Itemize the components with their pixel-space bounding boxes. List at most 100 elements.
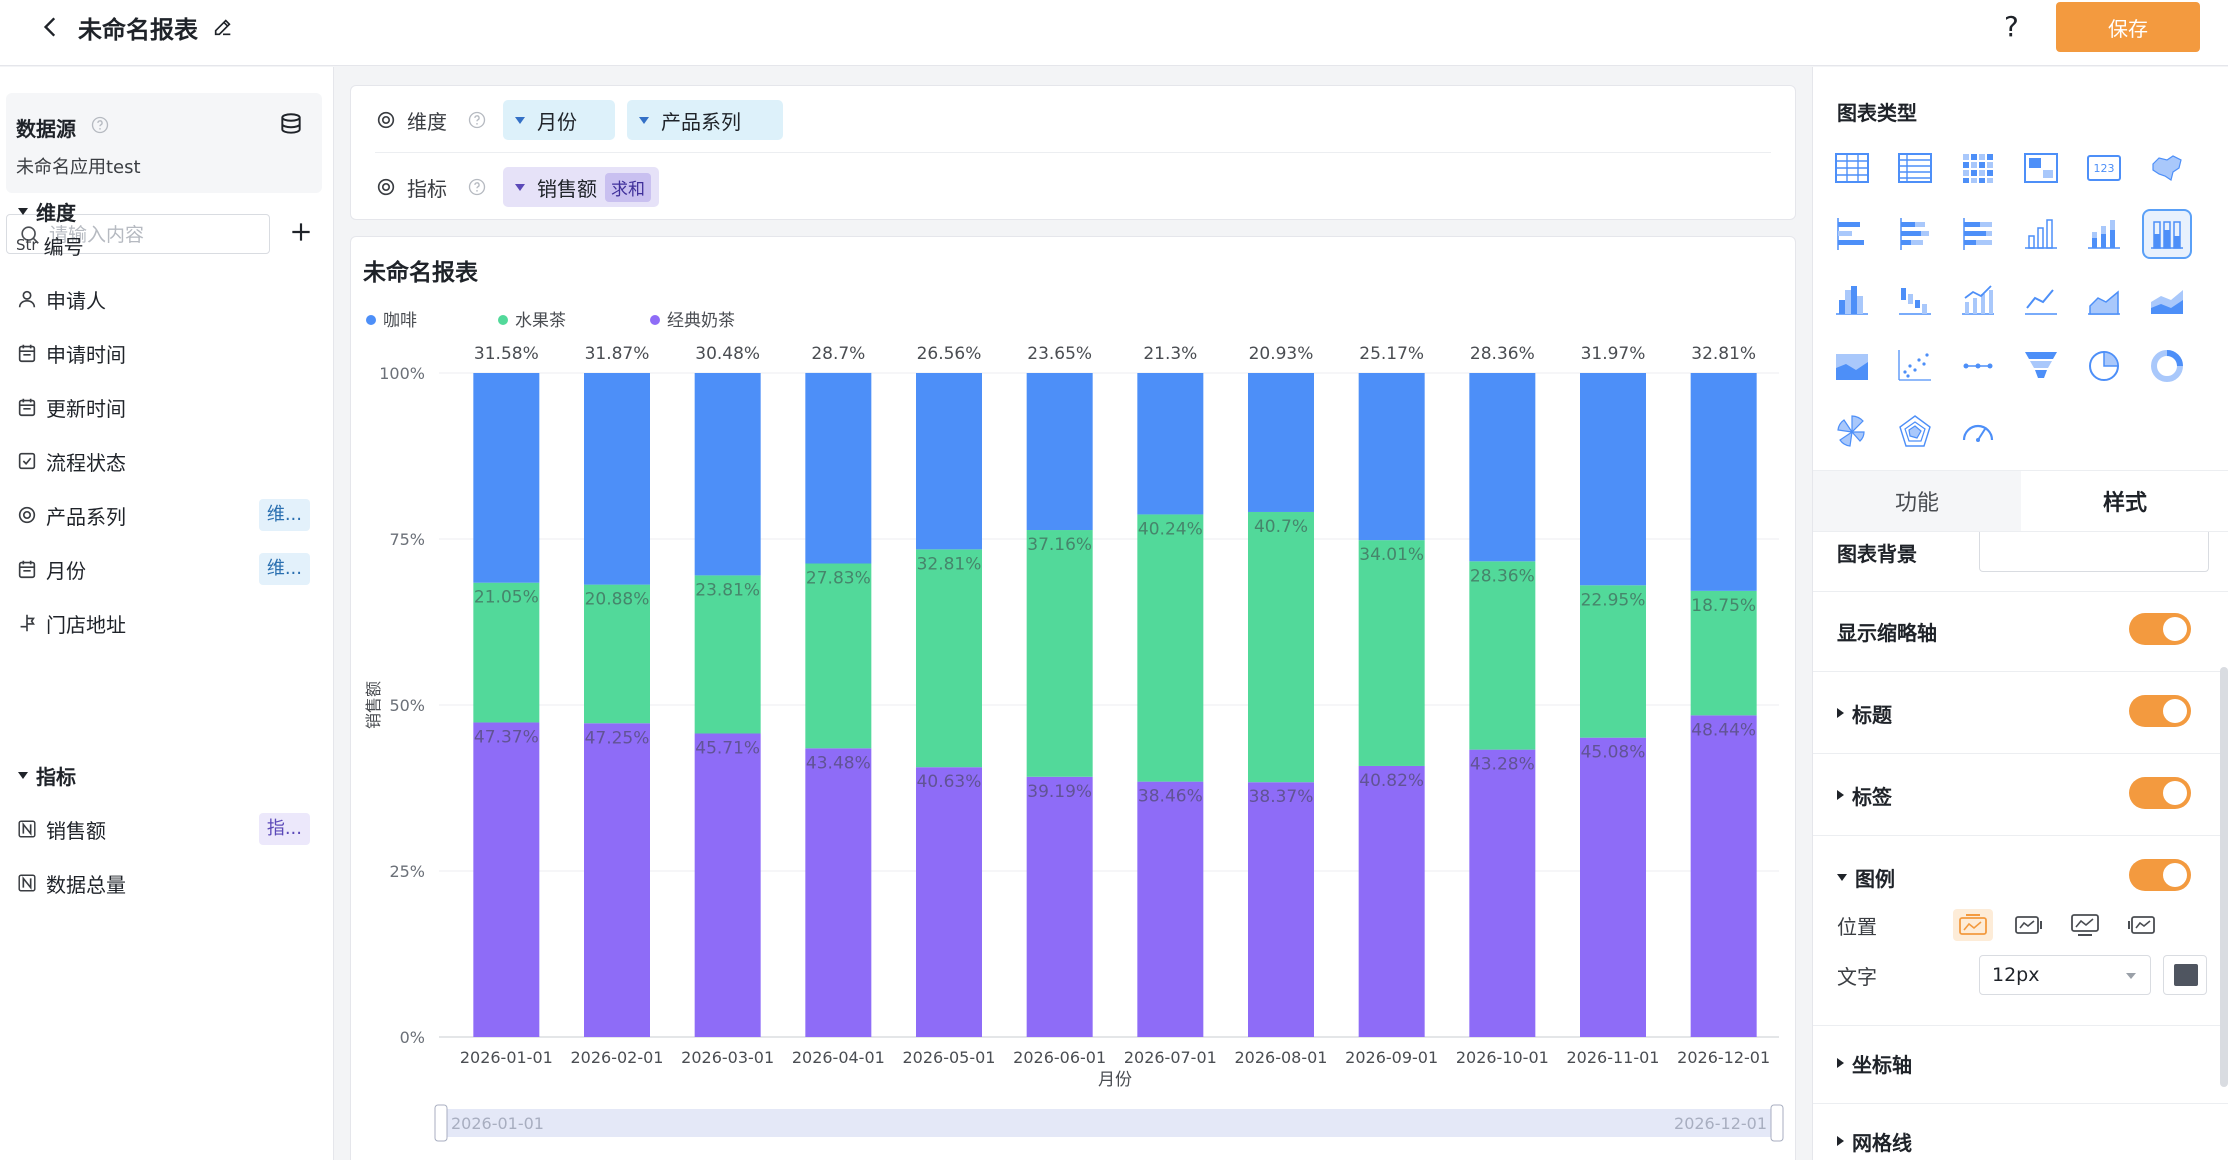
combo-icon[interactable]	[1955, 277, 2001, 323]
line-icon[interactable]	[2018, 277, 2064, 323]
font-size-select[interactable]: 12px	[1979, 955, 2151, 995]
area-icon[interactable]	[2081, 277, 2127, 323]
y-tick-label: 0%	[400, 1028, 425, 1047]
calendar-icon	[18, 398, 36, 417]
data-label: 40.7%	[1254, 517, 1308, 537]
field-item[interactable]: 月份 维...	[16, 549, 316, 589]
donut-icon[interactable]	[2144, 343, 2190, 389]
bar-segment	[584, 723, 650, 1037]
bar-segment	[1137, 514, 1204, 782]
cross-table-icon[interactable]	[1955, 145, 2001, 191]
waterfall-icon[interactable]	[1892, 277, 1938, 323]
bar-segment	[1026, 530, 1093, 777]
bar-segment	[694, 575, 761, 734]
legend-label: 图例	[1855, 866, 1895, 891]
help-circle-icon[interactable]	[90, 115, 110, 135]
area-percent-icon[interactable]	[1829, 343, 1875, 389]
dimension-label: 维度	[407, 109, 447, 134]
detail-table-icon[interactable]	[1892, 145, 1938, 191]
column-icon[interactable]	[2018, 211, 2064, 257]
legend-position-bottom-icon[interactable]	[2065, 909, 2105, 941]
field-item[interactable]: 流程状态	[16, 441, 316, 481]
dimension-group-title[interactable]: 维度	[18, 197, 76, 226]
field-item[interactable]: 门店地址	[16, 603, 316, 643]
bar-segment	[584, 584, 650, 724]
bar-segment	[1469, 749, 1536, 1037]
dimension-icon	[377, 111, 395, 129]
help-icon[interactable]: ?	[2004, 10, 2019, 43]
legend-position-left-icon[interactable]	[2121, 909, 2161, 941]
field-item[interactable]: 销售额 指...	[16, 809, 316, 849]
field-item[interactable]: 产品系列 维...	[16, 495, 316, 535]
dumbbell-icon[interactable]	[1955, 343, 2001, 389]
tag-toggle[interactable]	[2129, 777, 2191, 809]
dimension-pill-month[interactable]: 月份	[503, 100, 615, 140]
indicator-label: 指标	[407, 176, 447, 201]
back-icon[interactable]	[38, 14, 64, 40]
font-color-swatch[interactable]	[2163, 955, 2207, 995]
data-label: 47.25%	[585, 728, 650, 748]
map-icon[interactable]	[2144, 145, 2190, 191]
legend-position-top-icon[interactable]	[1953, 909, 1993, 941]
caret-down-icon	[18, 772, 28, 779]
save-button[interactable]: 保存	[2056, 2, 2200, 52]
histogram-icon[interactable]	[1829, 277, 1875, 323]
bar-h-icon[interactable]	[1829, 211, 1875, 257]
bar-h-stack-icon[interactable]	[1892, 211, 1938, 257]
field-item[interactable]: Str 编号	[16, 225, 316, 265]
thumbnail-axis-toggle[interactable]	[2129, 613, 2191, 645]
legend-position-row: 位置	[1837, 905, 2205, 945]
search-box	[6, 214, 270, 254]
aggregation-badge: 求和	[605, 172, 651, 202]
gridline-row[interactable]: 网格线	[1837, 1121, 2205, 1160]
title-row[interactable]: 标题	[1837, 693, 2205, 733]
search-input[interactable]	[49, 221, 259, 249]
database-icon[interactable]	[278, 111, 304, 137]
help-circle-icon[interactable]	[467, 177, 487, 197]
funnel-icon[interactable]	[2018, 343, 2064, 389]
radar-icon[interactable]	[1892, 409, 1938, 455]
kpi-card-icon[interactable]: 123	[2081, 145, 2127, 191]
data-label: 30.48%	[695, 344, 760, 364]
caret-right-icon	[1837, 790, 1844, 800]
legend-toggle[interactable]	[2129, 859, 2191, 891]
scatter-icon[interactable]	[1892, 343, 1938, 389]
area-stack-icon[interactable]	[2144, 277, 2190, 323]
x-tick-label: 2026-01-01	[460, 1048, 553, 1067]
field-item[interactable]: 申请人	[16, 279, 316, 319]
rose-icon[interactable]	[1829, 409, 1875, 455]
pie-icon[interactable]	[2081, 343, 2127, 389]
scrollbar[interactable]	[2220, 667, 2228, 1087]
tab-function[interactable]: 功能	[1813, 471, 2021, 531]
axis-row[interactable]: 坐标轴	[1837, 1043, 2205, 1083]
indicator-pill-sales[interactable]: 销售额 求和	[503, 167, 659, 207]
chart-background-input[interactable]	[1979, 532, 2209, 572]
tag-row[interactable]: 标签	[1837, 775, 2205, 815]
dimension-pill-product-series[interactable]: 产品系列	[627, 100, 783, 140]
zoom-start-handle[interactable]	[434, 1104, 448, 1142]
pivot-icon[interactable]	[2018, 145, 2064, 191]
field-item[interactable]: 数据总量	[16, 863, 316, 903]
x-tick-label: 2026-09-01	[1345, 1048, 1438, 1067]
legend-position-right-icon[interactable]	[2009, 909, 2049, 941]
zoom-slider-track	[439, 1109, 1779, 1137]
gauge-icon[interactable]	[1955, 409, 2001, 455]
y-tick-label: 25%	[389, 862, 425, 881]
tab-style[interactable]: 样式	[2021, 471, 2228, 531]
indicator-group-title[interactable]: 指标	[18, 761, 76, 790]
column-percent-icon[interactable]	[2142, 209, 2192, 259]
field-label: 编号	[43, 234, 84, 259]
field-item[interactable]: 申请时间	[16, 333, 316, 373]
title-toggle[interactable]	[2129, 695, 2191, 727]
legend-row[interactable]: 图例	[1837, 857, 2205, 897]
edit-icon[interactable]	[212, 16, 234, 38]
field-item[interactable]: 更新时间	[16, 387, 316, 427]
add-icon[interactable]	[288, 219, 314, 245]
data-label: 45.71%	[695, 738, 760, 758]
table-icon[interactable]	[1829, 145, 1875, 191]
zoom-end-handle[interactable]	[1770, 1104, 1784, 1142]
data-label: 21.05%	[474, 588, 539, 608]
column-stack-icon[interactable]	[2081, 211, 2127, 257]
help-circle-icon[interactable]	[467, 110, 487, 130]
bar-h-percent-icon[interactable]	[1955, 211, 2001, 257]
